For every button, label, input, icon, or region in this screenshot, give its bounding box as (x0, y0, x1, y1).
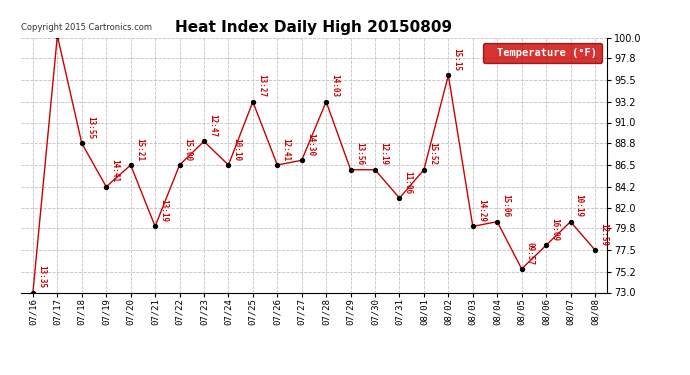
Point (540, 242, 551, 248)
Point (394, 195, 405, 201)
Title: Heat Index Daily High 20150809: Heat Index Daily High 20150809 (175, 20, 453, 35)
Text: 10:19: 10:19 (575, 194, 584, 217)
Point (52, 33, 63, 39)
Text: 11:06: 11:06 (404, 171, 413, 194)
Point (516, 266, 527, 272)
Point (296, 157, 307, 163)
Text: 14:41: 14:41 (110, 159, 119, 183)
Point (443, 72, 454, 78)
Point (174, 162, 185, 168)
Text: 13:56: 13:56 (355, 142, 364, 165)
Point (223, 162, 234, 168)
Point (272, 162, 283, 168)
Point (492, 219, 503, 225)
Point (77, 140, 88, 146)
Point (565, 219, 576, 225)
Point (247, 99, 258, 105)
Text: 14:51: 14:51 (0, 374, 1, 375)
Point (125, 162, 136, 168)
Text: 15:15: 15:15 (453, 48, 462, 71)
Text: 13:19: 13:19 (159, 199, 168, 222)
Text: Copyright 2015 Cartronics.com: Copyright 2015 Cartronics.com (21, 23, 152, 32)
Point (28, 290, 39, 296)
Text: 16:09: 16:09 (550, 218, 560, 241)
Text: 13:35: 13:35 (37, 265, 46, 288)
Point (345, 167, 356, 173)
Text: 14:29: 14:29 (477, 199, 486, 222)
Text: 12:41: 12:41 (282, 138, 290, 161)
Point (150, 224, 161, 230)
Point (418, 167, 429, 173)
Text: 10:10: 10:10 (233, 138, 241, 161)
Text: 15:21: 15:21 (135, 138, 144, 161)
Text: 15:06: 15:06 (502, 194, 511, 217)
Text: 12:19: 12:19 (380, 142, 388, 165)
Point (321, 99, 332, 105)
Point (467, 224, 478, 230)
Text: 13:27: 13:27 (257, 74, 266, 98)
Text: 13:55: 13:55 (86, 116, 95, 139)
Legend: Temperature (°F): Temperature (°F) (483, 43, 602, 63)
Point (101, 184, 112, 190)
Point (370, 167, 381, 173)
Point (589, 247, 600, 253)
Text: 15:52: 15:52 (428, 142, 437, 165)
Text: 12:47: 12:47 (208, 114, 217, 137)
Text: 15:00: 15:00 (184, 138, 193, 161)
Text: 14:03: 14:03 (331, 74, 339, 98)
Text: 12:59: 12:59 (599, 223, 608, 246)
Text: 09:57: 09:57 (526, 242, 535, 265)
Point (199, 138, 210, 144)
Text: 14:30: 14:30 (306, 133, 315, 156)
